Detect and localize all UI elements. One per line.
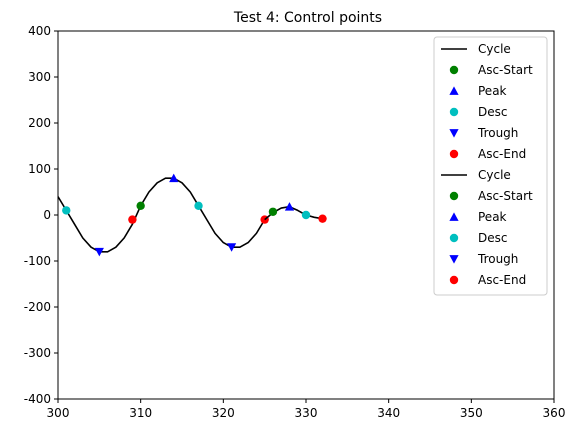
point-3-1 (194, 201, 203, 210)
point-2-0 (169, 173, 179, 183)
point-4-1 (227, 243, 237, 252)
axes-frame (57, 30, 555, 400)
legend-handle-9 (449, 233, 459, 243)
legend-handle-5 (449, 149, 459, 159)
legend-entry-6: Cycle (441, 168, 511, 182)
y-tick-label-7: 300 (28, 70, 51, 84)
legend-label-8: Peak (478, 210, 507, 224)
legend-label-2: Peak (478, 84, 507, 98)
legend-entry-0: Cycle (441, 42, 511, 56)
legend-entry-9: Desc (449, 231, 507, 245)
legend-handle-2 (449, 86, 459, 95)
legend-entry-2: Peak (449, 84, 507, 98)
legend-label-10: Trough (477, 252, 518, 266)
point-7-0 (268, 207, 278, 216)
point-9-0 (301, 210, 311, 220)
x-tick-label-5: 350 (460, 406, 483, 420)
x-tick-label-6: 360 (543, 406, 566, 420)
legend-entry-1: Asc-Start (449, 63, 533, 77)
y-tick-label-8: 400 (28, 24, 51, 38)
legend-entry-10: Trough (449, 252, 518, 266)
series-9 (301, 210, 311, 220)
legend-label-0: Cycle (478, 42, 511, 56)
legend-label-4: Trough (477, 126, 518, 140)
plot-area (57, 173, 327, 257)
point-11-0 (318, 214, 327, 223)
legend-label-5: Asc-End (478, 147, 526, 161)
legend-handle-10 (449, 255, 459, 264)
x-tick-label-3: 330 (295, 406, 318, 420)
legend-handle-7 (449, 191, 459, 201)
x-tick-label-0: 300 (47, 406, 70, 420)
x-tick-label-4: 340 (377, 406, 400, 420)
series-5 (128, 215, 269, 224)
x-axis: 300 310 320 330 340 350 360 (47, 399, 566, 420)
point-4-0 (94, 247, 104, 257)
legend-handle-3 (449, 107, 459, 117)
legend-handle-4 (449, 129, 459, 138)
series-1 (136, 201, 145, 210)
legend-label-7: Asc-Start (478, 189, 533, 203)
y-tick-label-3: -100 (24, 254, 51, 268)
series-7 (268, 207, 278, 216)
legend-entry-4: Trough (449, 126, 518, 140)
point-1-0 (136, 201, 145, 210)
series-2 (169, 173, 179, 183)
legend-box (433, 36, 548, 296)
legend-label-11: Asc-End (478, 273, 526, 287)
y-tick-label-0: -400 (24, 392, 51, 406)
y-tick-label-1: -300 (24, 346, 51, 360)
y-tick-label-2: -200 (24, 300, 51, 314)
legend-entry-3: Desc (449, 105, 507, 119)
point-8-0 (284, 202, 295, 211)
series-4 (94, 243, 237, 257)
point-5-0 (128, 215, 137, 224)
y-axis: -400 -300 -200 -100 0 100 200 300 400 (24, 24, 58, 406)
legend-handle-8 (449, 212, 459, 221)
x-tick-label-1: 310 (129, 406, 152, 420)
series-3 (62, 201, 203, 215)
legend-label-9: Desc (478, 231, 507, 245)
legend-entry-5: Asc-End (449, 147, 526, 161)
x-tick-label-2: 320 (212, 406, 235, 420)
y-tick-label-4: 0 (43, 208, 51, 222)
y-tick-label-5: 100 (28, 162, 51, 176)
series-0 (57, 177, 266, 253)
series-11 (318, 214, 327, 223)
legend-handle-1 (449, 65, 459, 75)
legend-entry-8: Peak (449, 210, 507, 224)
legend-label-6: Cycle (478, 168, 511, 182)
legend-label-3: Desc (478, 105, 507, 119)
legend-label-1: Asc-Start (478, 63, 533, 77)
series-8 (284, 202, 295, 211)
legend-entry-7: Asc-Start (449, 189, 533, 203)
legend-entry-11: Asc-End (449, 273, 526, 287)
y-tick-label-6: 200 (28, 116, 51, 130)
chart-title: Test 4: Control points (233, 10, 382, 26)
cycle-line-0 (57, 177, 266, 253)
legend-handle-11 (449, 275, 459, 285)
legend: Cycle Asc-Start Peak Desc Trough Asc-End Cycle… (433, 36, 548, 296)
point-3-0 (62, 206, 71, 215)
